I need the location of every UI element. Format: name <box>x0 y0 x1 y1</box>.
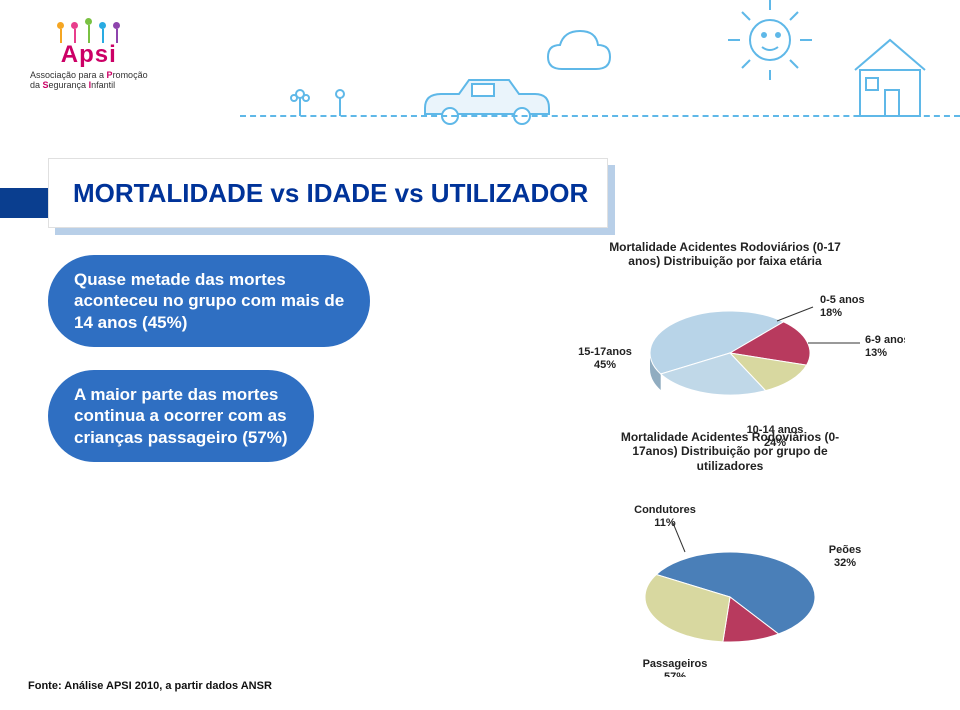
slice-label: Peões32% <box>829 544 861 569</box>
svg-text:11%: 11% <box>654 517 676 529</box>
svg-text:45%: 45% <box>594 359 616 371</box>
pie-age-svg: 15-17anos45%0-5 anos18%6-9 anos13%10-14 … <box>545 273 905 453</box>
svg-text:15-17anos: 15-17anos <box>578 346 632 358</box>
svg-text:Passageiros: Passageiros <box>643 658 708 670</box>
header-illustration: Apsi Associação para a Promoção da Segur… <box>0 0 960 140</box>
chart-user-distribution: Mortalidade Acidentes Rodoviários (0- 17… <box>555 430 905 677</box>
title-bar: MORTALIDADE vs IDADE vs UTILIZADOR <box>48 158 608 228</box>
doodle-svg <box>0 0 960 140</box>
pie-user-svg: Passageiros57% Condutores11% Peões32% <box>555 477 905 677</box>
chart-user-title: Mortalidade Acidentes Rodoviários (0- 17… <box>555 430 905 473</box>
svg-text:18%: 18% <box>820 307 842 319</box>
svg-text:Peões: Peões <box>829 544 861 556</box>
slice-label: 6-9 anos13% <box>808 334 905 359</box>
svg-text:Condutores: Condutores <box>634 504 696 516</box>
svg-text:0-5 anos: 0-5 anos <box>820 294 865 306</box>
logo-name: Apsi <box>61 41 117 69</box>
slice-label: 15-17anos45% <box>578 346 632 371</box>
svg-text:57%: 57% <box>664 671 686 677</box>
footnote: Fonte: Análise APSI 2010, a partir dados… <box>28 680 272 692</box>
chart-age-distribution: Mortalidade Acidentes Rodoviários (0-17 … <box>545 240 905 453</box>
apsi-logo: Apsi Associação para a Promoção da Segur… <box>30 18 148 91</box>
svg-text:32%: 32% <box>834 557 856 569</box>
slice-label: Passageiros57% <box>643 658 708 677</box>
svg-text:6-9 anos: 6-9 anos <box>865 334 905 346</box>
slice-label: 0-5 anos18% <box>777 294 865 321</box>
slice-label: Condutores11% <box>634 504 696 552</box>
bubble-user-summary: A maior parte das mortes continua a ocor… <box>48 370 314 462</box>
logo-subtitle: Associação para a Promoção da Segurança … <box>30 71 148 91</box>
chart-age-title: Mortalidade Acidentes Rodoviários (0-17 … <box>545 240 905 269</box>
bubble-age-summary: Quase metade das mortes aconteceu no gru… <box>48 255 370 347</box>
blue-accent-strip <box>0 188 50 218</box>
page-title: MORTALIDADE vs IDADE vs UTILIZADOR <box>73 178 588 209</box>
svg-text:13%: 13% <box>865 347 887 359</box>
